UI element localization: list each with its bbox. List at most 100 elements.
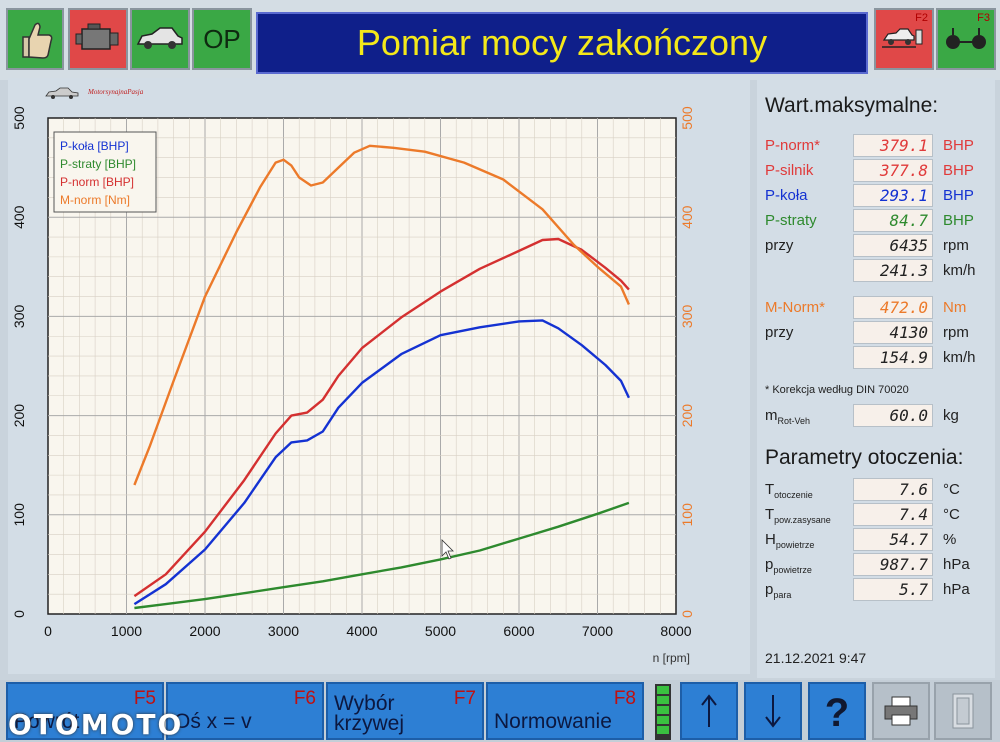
vapor-pressure-label: ppara [765, 581, 791, 600]
y-tick-label-right: 200 [679, 404, 695, 428]
max-power-rpm-value: 6435 [853, 234, 933, 257]
f8-normalization-button[interactable]: F8 Normowanie [486, 682, 644, 740]
x-tick-label: 3000 [268, 623, 299, 639]
air-pressure-label-subscript: powietrze [773, 565, 812, 575]
max-power-rpm-row: przy 6435 rpm [757, 234, 995, 258]
x-tick-label: 1000 [111, 623, 142, 639]
x-tick-label: 6000 [503, 623, 534, 639]
max-power-rpm-unit: rpm [943, 237, 969, 254]
f5-back-button[interactable]: F5 Powrót [6, 682, 164, 740]
help-button[interactable]: ? [808, 682, 866, 740]
max-torque-rpm-unit: rpm [943, 324, 969, 341]
x-tick-label: 0 [44, 623, 52, 639]
f7-label-line1: Wybór [334, 692, 395, 715]
x-tick-label: 8000 [660, 623, 691, 639]
m-norm-row: M-Norm* 472.0 Nm [757, 296, 995, 320]
f7-key-label: F7 [453, 688, 476, 709]
thumbs-up-button[interactable] [6, 8, 64, 70]
rotating-mass-label: mRot-Veh [765, 407, 810, 426]
values-panel: Wart.maksymalne: Parametry otoczenia: 21… [757, 78, 995, 678]
print-button[interactable] [872, 682, 930, 740]
p-engine-label-text: P-silnik [765, 162, 814, 179]
max-torque-speed-unit: km/h [943, 349, 976, 366]
p-norm-unit: BHP [943, 137, 974, 154]
arrow-down-icon [765, 695, 781, 728]
f2-dyno-button[interactable]: F2 [874, 8, 934, 70]
m-norm-unit: Nm [943, 299, 967, 316]
op-button[interactable]: OP [192, 8, 252, 70]
rotating-mass-row: mRot-Veh 60.0 kg [757, 404, 995, 428]
door-icon [952, 693, 974, 729]
vapor-pressure-label-text: p [765, 581, 774, 598]
vapor-pressure-value: 5.7 [853, 578, 933, 601]
car-button[interactable] [130, 8, 190, 70]
legend-box [53, 131, 157, 213]
y-tick-label-left: 0 [11, 610, 27, 618]
f2-key-label: F2 [915, 12, 928, 24]
p-wheels-label: P-koła [765, 187, 808, 204]
y-tick-label-right: 500 [679, 106, 695, 130]
max-power-rpm-label: przy [765, 237, 793, 254]
ambient-header: Parametry otoczenia: [765, 446, 964, 469]
f7-label-line2: krzywej [334, 712, 405, 735]
power-chart: 0 1000 2000 3000 4000 5000 6000 7000 80000100200… [11, 106, 695, 665]
arrow-up-button[interactable] [680, 682, 738, 740]
car-icon [136, 27, 183, 49]
f8-key-label: F8 [613, 688, 636, 709]
p-wheels-unit: BHP [943, 187, 974, 204]
temp-intake-label-subscript: pow.zasysane [774, 515, 831, 525]
humidity-label-subscript: powietrze [775, 540, 815, 550]
max-power-speed-unit: km/h [943, 262, 976, 279]
watermark-logo: OTOMOTO [8, 708, 184, 741]
max-power-rpm-label-text: przy [765, 237, 794, 254]
p-wheels-line [133, 319, 630, 606]
chart-logo-text: MotorsynajnaPasja [88, 88, 144, 96]
vapor-pressure-unit: hPa [943, 581, 970, 598]
f7-label: Wybór krzywej [334, 692, 405, 735]
temp-ambient-label-text: T [765, 481, 775, 498]
y-tick-label-left: 300 [11, 305, 27, 329]
p-engine-unit: BHP [943, 162, 974, 179]
correction-note: * Korekcja według DIN 70020 [765, 384, 909, 396]
f3-wheels-button[interactable]: F3 [936, 8, 996, 70]
legend-item: P-koła [BHP] [60, 139, 129, 153]
temp-intake-unit: °C [943, 506, 960, 523]
temp-intake-label: Tpow.zasysane [765, 506, 831, 525]
engine-icon [75, 23, 119, 50]
p-losses-label-text: P-straty [765, 212, 817, 229]
max-torque-rpm-label: przy [765, 324, 793, 341]
top-toolbar: OP Pomiar mocy zakończony F2 F3 [0, 0, 1000, 80]
max-torque-rpm-row: przy 4130 rpm [757, 321, 995, 345]
y-tick-label-left: 400 [11, 205, 27, 229]
exit-door-button[interactable] [934, 682, 992, 740]
printer-icon [884, 696, 918, 726]
temp-ambient-unit: °C [943, 481, 960, 498]
max-power-speed-row: 241.3 km/h [757, 259, 995, 283]
vapor-pressure-label-subscript: para [773, 590, 792, 600]
y-tick-label-left: 100 [11, 503, 27, 527]
f6-axis-button[interactable]: F6 Oś x = v [166, 682, 324, 740]
rotating-mass-label-subscript: Rot-Veh [777, 416, 811, 426]
rotating-mass-label-text: m [765, 407, 778, 424]
rotating-mass-value: 60.0 [853, 404, 933, 427]
x-tick-label: 7000 [582, 623, 613, 639]
x-tick-label: 2000 [189, 623, 220, 639]
f7-select-curve-button[interactable]: F7 Wybór krzywej [326, 682, 484, 740]
logo-car-icon [45, 87, 79, 99]
legend-item: P-straty [BHP] [60, 157, 136, 171]
p-losses-row: P-straty 84.7 BHP [757, 209, 995, 233]
p-wheels-value: 293.1 [853, 184, 933, 207]
vapor-pressure-row: ppara 5.7 hPa [757, 578, 995, 602]
f5-key-label: F5 [133, 688, 156, 709]
engine-button[interactable] [68, 8, 128, 70]
y-tick-label-left: 200 [11, 404, 27, 428]
temp-intake-row: Tpow.zasysane 7.4 °C [757, 503, 995, 527]
mouse-cursor-icon [441, 539, 454, 560]
arrow-down-button[interactable] [744, 682, 802, 740]
f6-key-label: F6 [293, 688, 316, 709]
m-norm-label-text: M-Norm* [765, 299, 825, 316]
op-label: OP [203, 23, 241, 54]
signal-led-indicator [655, 684, 671, 740]
rotating-mass-unit: kg [943, 407, 959, 424]
temp-ambient-label: Totoczenie [765, 481, 813, 500]
